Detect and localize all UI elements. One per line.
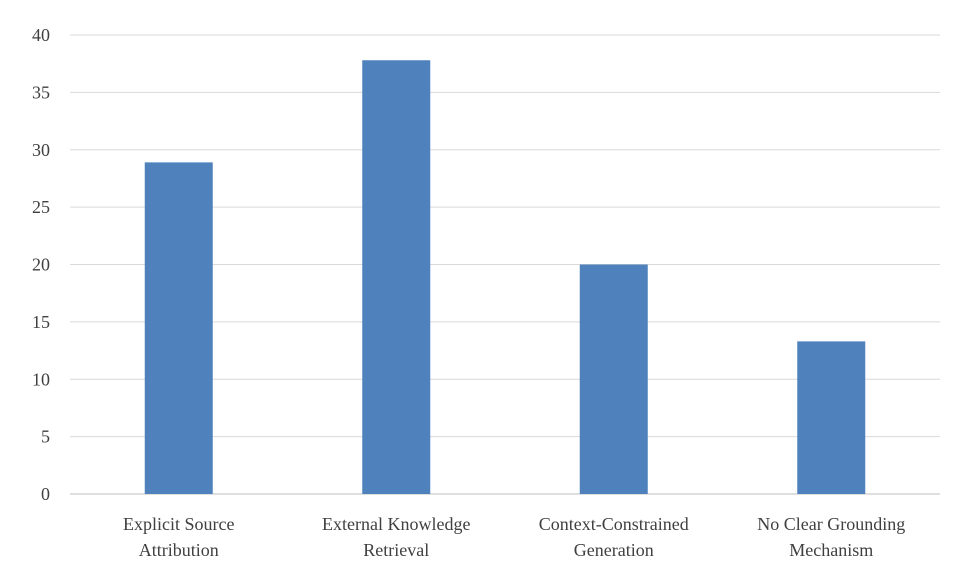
y-tick-label: 35: [32, 82, 50, 102]
y-tick-label: 40: [32, 25, 50, 45]
x-category-label: External Knowledge Retrieval: [322, 514, 470, 560]
y-tick-label: 5: [41, 427, 50, 447]
x-category-label: No Clear Grounding Mechanism: [757, 514, 905, 560]
y-tick-label: 20: [32, 255, 50, 275]
bars: [144, 60, 866, 495]
x-category-label: Explicit Source Attribution: [123, 514, 234, 560]
gridlines: [70, 34, 940, 495]
y-tick-label: 25: [32, 197, 50, 217]
bar: [579, 264, 648, 494]
bar: [362, 60, 431, 495]
y-tick-label: 30: [32, 140, 50, 160]
y-tick-label: 15: [32, 312, 50, 332]
y-axis-tick-labels: 0 5 10 15 20 25 30 35 40: [32, 25, 50, 504]
bar: [797, 341, 866, 494]
x-category-label: Context-Constrained Generation: [539, 514, 689, 560]
y-tick-label: 0: [41, 484, 50, 504]
y-tick-label: 10: [32, 369, 50, 389]
x-axis-category-labels: Explicit Source Attribution External Knowl…: [123, 514, 905, 560]
bar: [144, 162, 213, 494]
